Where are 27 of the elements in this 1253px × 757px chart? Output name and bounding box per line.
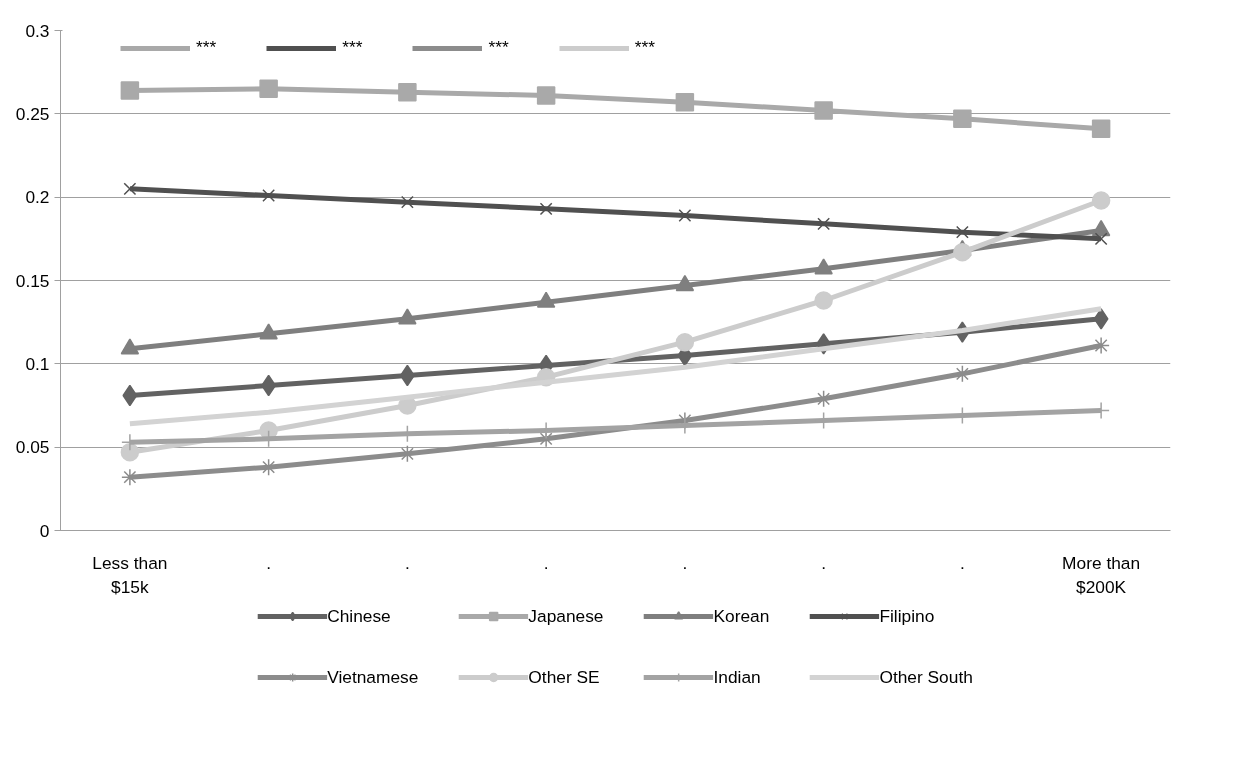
- y-tick-label: 0.15: [15, 270, 50, 291]
- legend-label: Indian: [713, 666, 761, 688]
- legend-label: Other South: [879, 666, 973, 688]
- legend-label: Filipino: [879, 605, 935, 627]
- x-tick-label: Less than $15k: [92, 552, 168, 597]
- legend-label: Chinese: [327, 605, 391, 627]
- y-tick-label: 0: [39, 520, 50, 541]
- x-tick-label: .: [404, 552, 410, 573]
- annotation: ***: [488, 37, 509, 58]
- y-tick-label: 0.1: [25, 353, 50, 374]
- y-tick-label: 0.05: [15, 437, 50, 458]
- y-tick-label: 0.25: [15, 103, 50, 124]
- legend-label: Japanese: [528, 605, 604, 627]
- legend-label: Vietnamese: [327, 666, 419, 688]
- x-tick-label: .: [682, 552, 688, 573]
- x-tick-label: .: [959, 552, 965, 573]
- y-tick-label: 0.2: [25, 187, 50, 208]
- annotation: ***: [634, 37, 655, 58]
- x-tick-label: More than $200K: [1062, 552, 1141, 597]
- legend-label: Korean: [713, 605, 770, 627]
- x-tick-label: .: [821, 552, 827, 573]
- legend-label: Other SE: [528, 666, 600, 688]
- x-tick-label: .: [543, 552, 549, 573]
- x-tick-label: .: [266, 552, 272, 573]
- annotation: ***: [196, 37, 217, 58]
- y-tick-label: 0.3: [25, 20, 50, 41]
- annotation: ***: [342, 37, 363, 58]
